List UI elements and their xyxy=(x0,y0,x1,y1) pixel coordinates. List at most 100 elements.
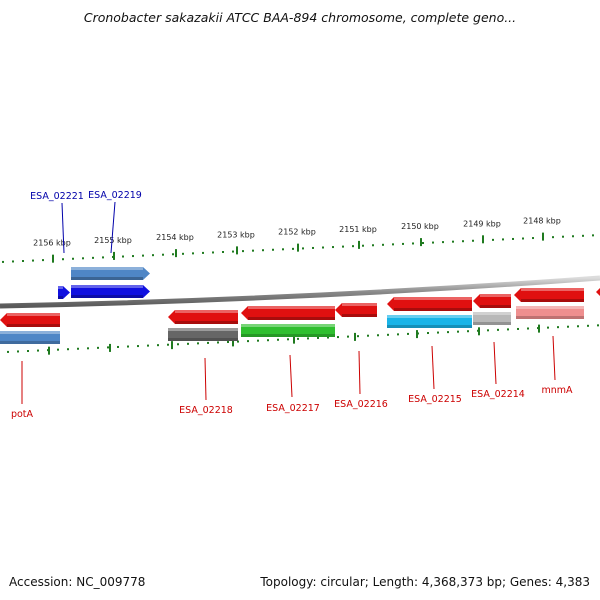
track-dot xyxy=(547,326,549,329)
tick-label: 2152 kbp xyxy=(278,228,316,237)
track-dot xyxy=(277,338,279,341)
track-dot xyxy=(287,338,289,341)
gene-label-ESA_02221[interactable]: ESA_02221 xyxy=(30,191,84,202)
major-tick-lower xyxy=(538,324,540,333)
upper-tick-track xyxy=(2,232,594,263)
track-dot xyxy=(322,246,324,249)
track-dot xyxy=(237,340,239,343)
ESA_02217-feature[interactable] xyxy=(241,324,335,337)
leader-line xyxy=(110,201,116,254)
gene-label-ESA_02217[interactable]: ESA_02217 xyxy=(266,403,320,414)
track-dot xyxy=(567,325,569,328)
track-dot xyxy=(132,255,134,258)
track-dot xyxy=(437,331,439,334)
track-dot xyxy=(117,345,119,348)
track-dot xyxy=(97,346,99,349)
ESA_02218-feature[interactable] xyxy=(168,328,238,341)
track-dot xyxy=(2,260,4,263)
track-dot xyxy=(552,236,554,239)
track-dot xyxy=(382,243,384,246)
gene-ESA_02218[interactable] xyxy=(168,310,238,324)
track-dot xyxy=(457,330,459,333)
track-dot xyxy=(72,257,74,260)
leader-line xyxy=(289,354,293,398)
track-dot xyxy=(257,339,259,342)
track-dot xyxy=(582,234,584,237)
gene-label-mnmA[interactable]: mnmA xyxy=(541,385,573,396)
gene-unnamed-right[interactable] xyxy=(596,285,600,299)
track-dot xyxy=(167,343,169,346)
tick-label: 2154 kbp xyxy=(156,233,194,242)
track-dot xyxy=(62,258,64,261)
track-dot xyxy=(427,332,429,335)
track-dot xyxy=(282,248,284,251)
major-tick-upper xyxy=(420,238,422,247)
tick-label: 2149 kbp xyxy=(463,219,501,228)
gene-label-ESA_02216[interactable]: ESA_02216 xyxy=(334,399,388,410)
chromosome-backbone xyxy=(0,275,600,309)
track-dot xyxy=(577,325,579,328)
gene-label-ESA_02218[interactable]: ESA_02218 xyxy=(179,405,233,416)
gene-potA[interactable] xyxy=(0,313,60,327)
track-dot xyxy=(507,328,509,331)
track-dot xyxy=(182,252,184,255)
track-dot xyxy=(397,333,399,336)
track-dot xyxy=(347,335,349,338)
track-dot xyxy=(557,326,559,329)
gene-ESA_02217[interactable] xyxy=(241,306,335,320)
ESA_02215-feature[interactable] xyxy=(387,315,472,328)
leader-line xyxy=(61,202,65,254)
track-dot xyxy=(517,327,519,330)
track-dot xyxy=(272,248,274,251)
track-dot xyxy=(362,244,364,247)
track-dot xyxy=(87,347,89,350)
major-tick-upper xyxy=(175,249,177,258)
track-dot xyxy=(307,337,309,340)
major-tick-upper xyxy=(482,235,484,244)
gene-ESA_02216[interactable] xyxy=(335,303,377,317)
tick-label: 2153 kbp xyxy=(217,230,255,239)
tick-label: 2148 kbp xyxy=(523,217,561,226)
track-dot xyxy=(212,251,214,254)
track-dot xyxy=(137,345,139,348)
track-dot xyxy=(297,337,299,340)
potA-feature[interactable] xyxy=(0,331,60,344)
tick-label: 2151 kbp xyxy=(339,225,377,234)
track-dot xyxy=(32,259,34,262)
track-dot xyxy=(387,333,389,336)
track-dot xyxy=(262,249,264,252)
track-dot xyxy=(192,252,194,255)
track-dot xyxy=(217,341,219,344)
track-dot xyxy=(407,332,409,335)
gene-label-ESA_02214[interactable]: ESA_02214 xyxy=(471,389,525,400)
track-dot xyxy=(377,334,379,337)
gene-ESA_02219[interactable] xyxy=(71,285,150,298)
track-dot xyxy=(402,242,404,245)
track-dot xyxy=(92,256,94,259)
gene-label-ESA_02215[interactable]: ESA_02215 xyxy=(408,394,462,405)
track-dot xyxy=(372,244,374,247)
track-dot xyxy=(22,260,24,263)
topology-info: Topology: circular; Length: 4,368,373 bp… xyxy=(260,575,590,589)
track-dot xyxy=(7,350,9,353)
gene-ESA_02215[interactable] xyxy=(387,297,472,311)
ESA_02214-feature[interactable] xyxy=(473,312,511,325)
track-dot xyxy=(512,237,514,240)
gene-label-potA[interactable]: potA xyxy=(11,409,34,420)
gene-label-ESA_02219[interactable]: ESA_02219 xyxy=(88,190,142,201)
track-dot xyxy=(392,243,394,246)
mnmA-feature[interactable] xyxy=(516,306,584,319)
gene-mnmA[interactable] xyxy=(514,288,584,302)
track-dot xyxy=(177,343,179,346)
gene-ESA_02221[interactable] xyxy=(71,267,150,280)
track-dot xyxy=(337,336,339,339)
track-dot xyxy=(487,329,489,332)
track-dot xyxy=(102,256,104,259)
track-dot xyxy=(207,341,209,344)
track-dot xyxy=(317,336,319,339)
track-dot xyxy=(342,245,344,248)
track-dot xyxy=(197,342,199,345)
gene-small-blue[interactable] xyxy=(58,286,70,299)
gene-ESA_02214[interactable] xyxy=(473,294,511,308)
